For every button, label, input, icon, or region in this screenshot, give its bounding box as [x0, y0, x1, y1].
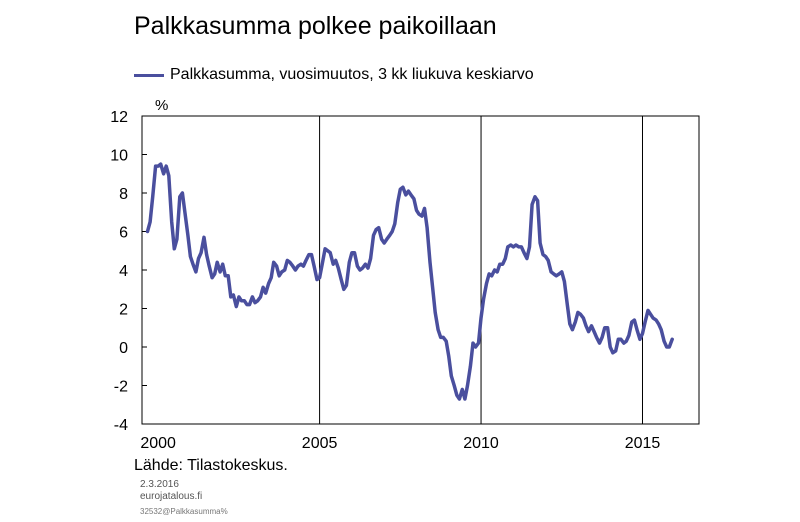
- y-tick-label: 8: [119, 186, 128, 203]
- chart-code: 32532@Palkkasumma%: [140, 507, 228, 516]
- y-unit-label: %: [155, 97, 168, 114]
- y-tick-label: 6: [119, 225, 128, 242]
- source-note: Lähde: Tilastokeskus.: [134, 457, 288, 474]
- x-tick-label: 2010: [463, 435, 499, 452]
- x-axis-ticks: 2000 2005 2010 2015: [140, 435, 660, 452]
- series-line: [145, 162, 674, 401]
- y-tick-label: 10: [110, 148, 128, 165]
- vertical-gridlines: [319, 116, 643, 424]
- y-tick-label: -4: [114, 417, 128, 434]
- x-tick-label: 2015: [625, 435, 661, 452]
- x-tick-label: 2005: [302, 435, 338, 452]
- legend-swatch: [134, 73, 164, 77]
- y-tick-label: 4: [119, 263, 128, 280]
- chart-title: Palkkasumma polkee paikoillaan: [134, 12, 497, 40]
- y-tick-label: 0: [119, 340, 128, 357]
- legend: Palkkasumma, vuosimuutos, 3 kk liukuva k…: [134, 66, 534, 84]
- publication-date: 2.3.2016: [140, 479, 179, 490]
- y-tick-label: 2: [119, 302, 128, 319]
- series-layer: [145, 162, 674, 401]
- y-tick-label: -2: [114, 379, 128, 396]
- legend-label: Palkkasumma, vuosimuutos, 3 kk liukuva k…: [170, 66, 534, 83]
- site-name: eurojatalous.fi: [140, 491, 203, 502]
- y-tick-label: 12: [110, 109, 128, 126]
- y-axis-ticks: -4 -2 0 2 4 6 8 10 12: [110, 109, 147, 434]
- x-tick-label: 2000: [140, 435, 176, 452]
